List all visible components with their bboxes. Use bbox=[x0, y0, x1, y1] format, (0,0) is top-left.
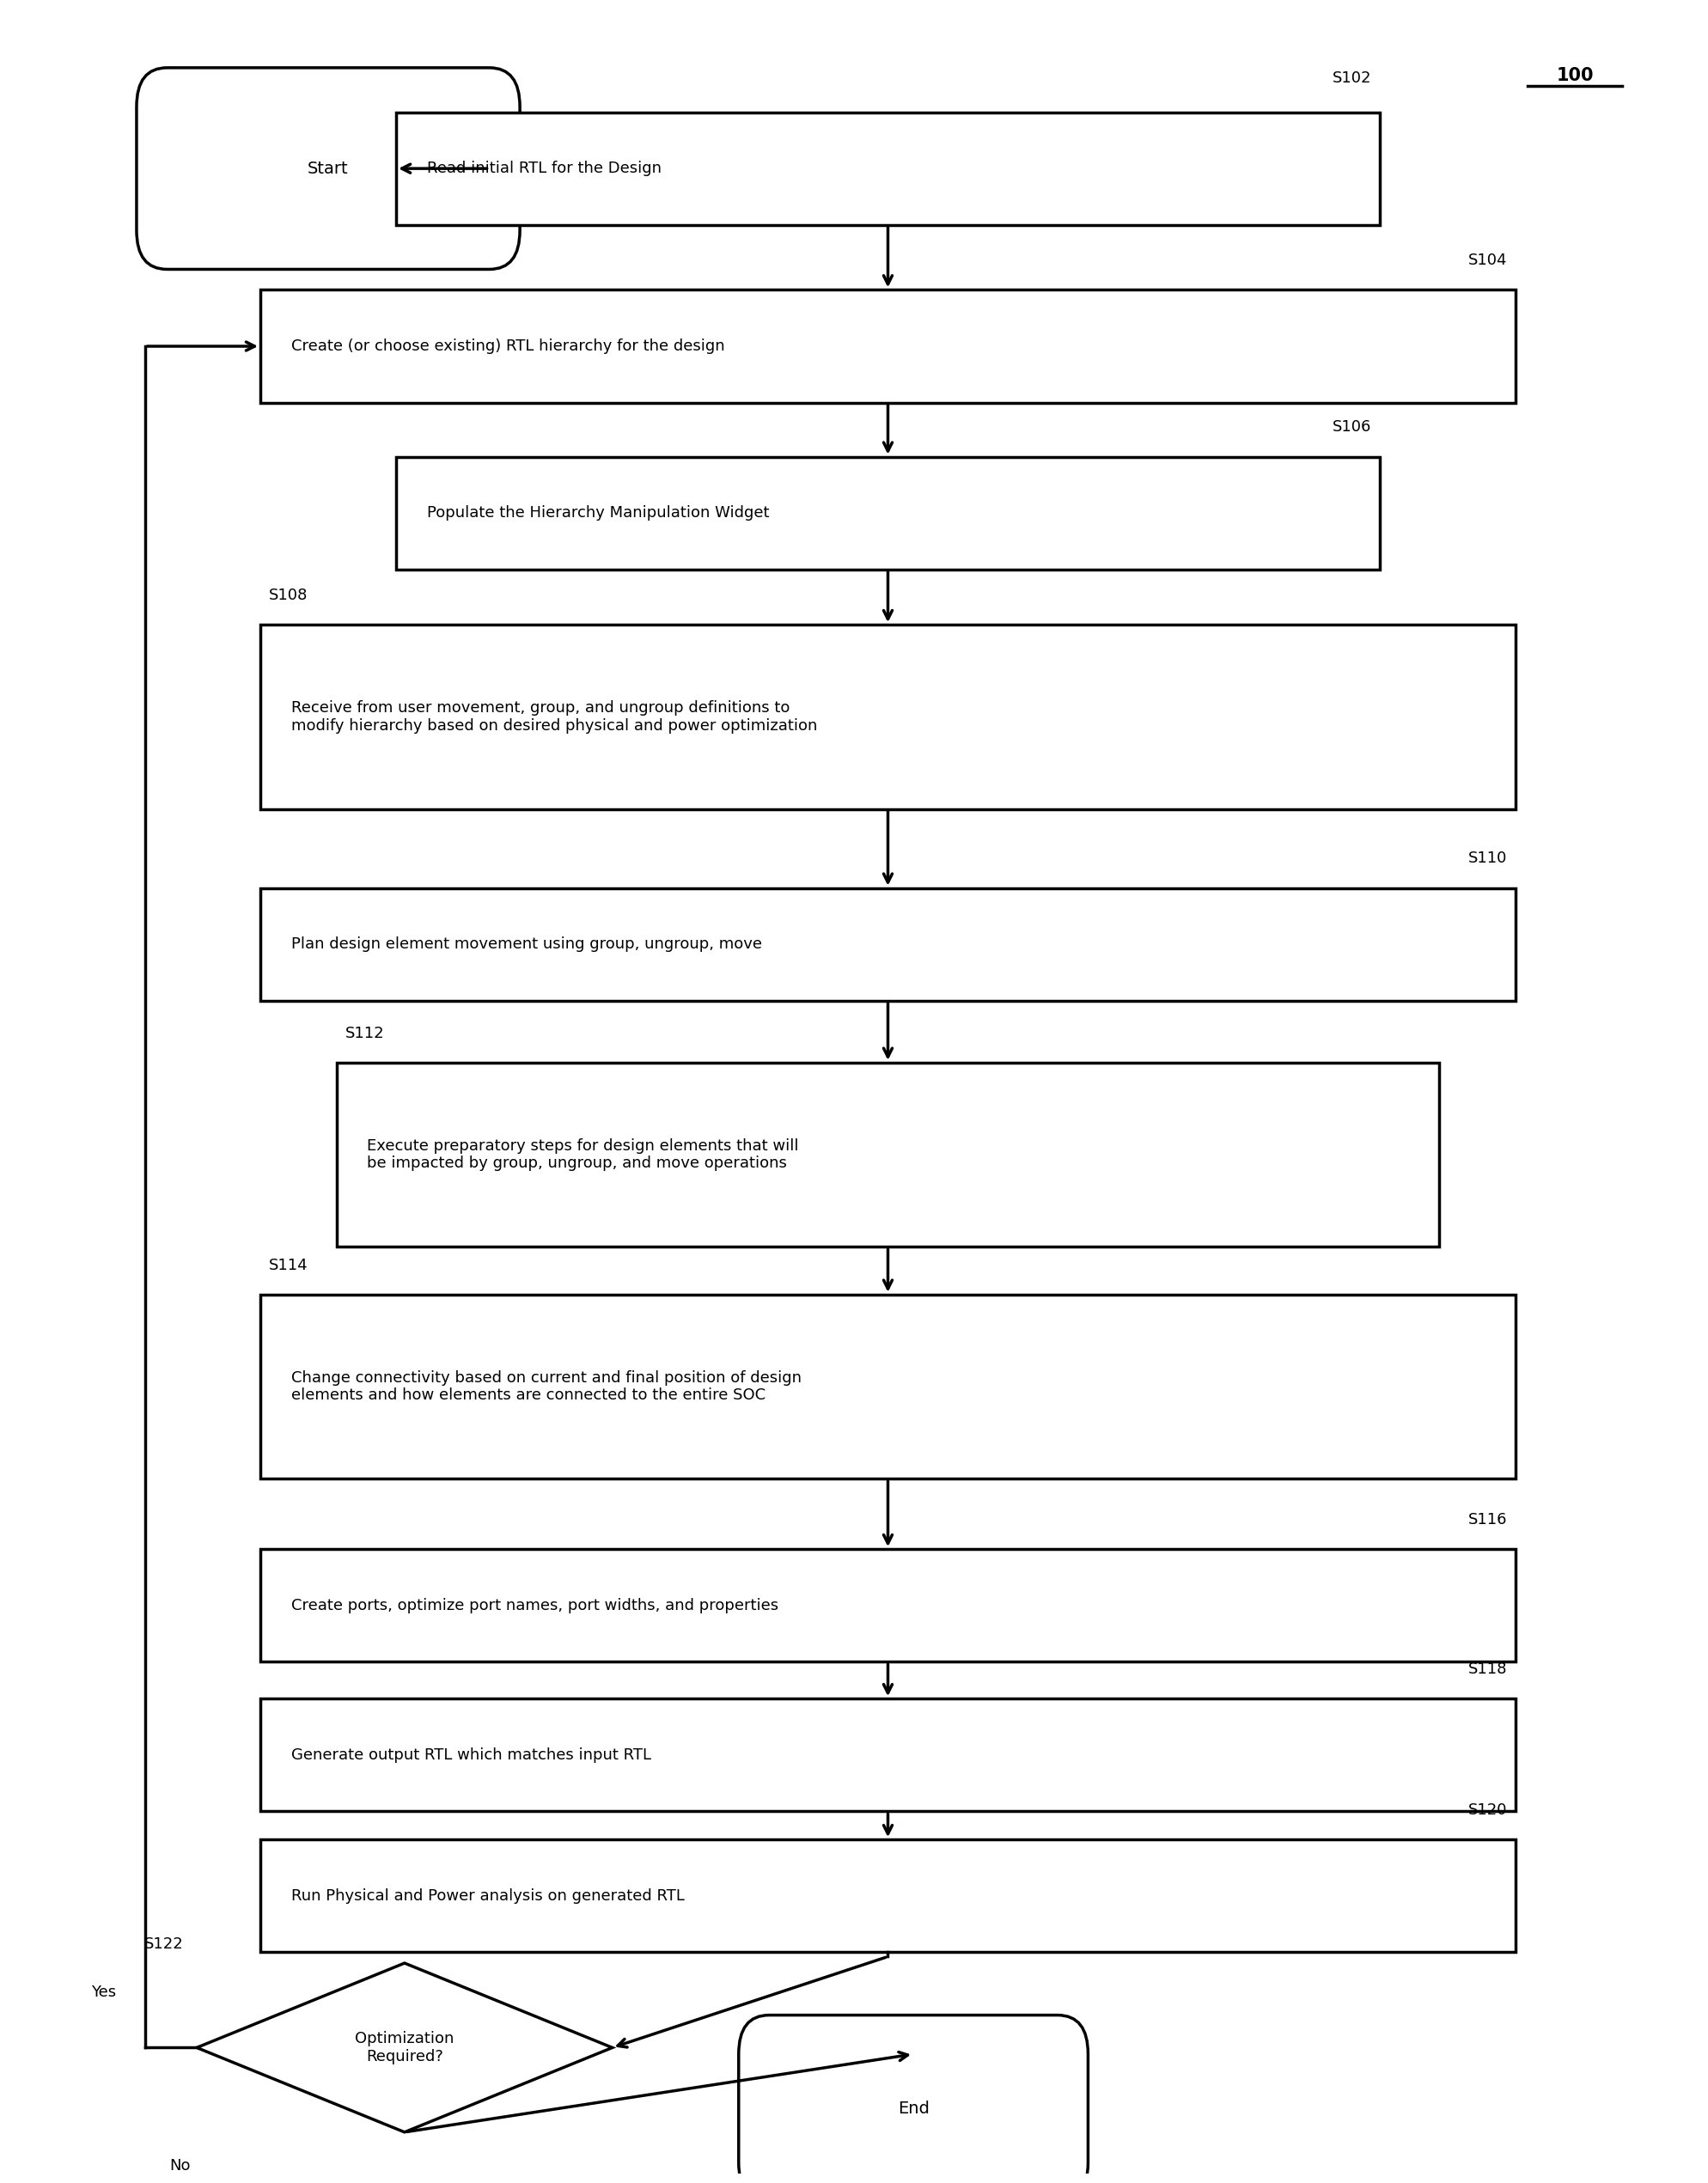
Text: Optimization
Required?: Optimization Required? bbox=[355, 2030, 454, 2065]
Text: Change connectivity based on current and final position of design
elements and h: Change connectivity based on current and… bbox=[290, 1371, 801, 1404]
Text: S104: S104 bbox=[1467, 253, 1506, 269]
Text: No: No bbox=[169, 2159, 190, 2174]
Text: Generate output RTL which matches input RTL: Generate output RTL which matches input … bbox=[290, 1746, 651, 1762]
Text: Create ports, optimize port names, port widths, and properties: Create ports, optimize port names, port … bbox=[290, 1598, 779, 1613]
Bar bbox=[260, 1295, 1515, 1478]
Bar bbox=[260, 1840, 1515, 1952]
FancyBboxPatch shape bbox=[738, 2015, 1088, 2183]
Bar bbox=[396, 456, 1380, 570]
Text: 100: 100 bbox=[1556, 68, 1594, 83]
Bar bbox=[396, 111, 1380, 225]
Bar bbox=[260, 1550, 1515, 1661]
Text: Yes: Yes bbox=[91, 1984, 116, 2000]
Text: S118: S118 bbox=[1467, 1661, 1506, 1677]
Bar bbox=[260, 624, 1515, 810]
Text: S114: S114 bbox=[268, 1257, 307, 1273]
Bar bbox=[260, 888, 1515, 1000]
Text: Populate the Hierarchy Manipulation Widget: Populate the Hierarchy Manipulation Widg… bbox=[427, 506, 769, 522]
Text: Run Physical and Power analysis on generated RTL: Run Physical and Power analysis on gener… bbox=[290, 1888, 685, 1904]
Text: S112: S112 bbox=[345, 1026, 384, 1041]
Polygon shape bbox=[196, 1963, 611, 2133]
Text: Create (or choose existing) RTL hierarchy for the design: Create (or choose existing) RTL hierarch… bbox=[290, 338, 724, 354]
Text: S120: S120 bbox=[1467, 1803, 1506, 1818]
FancyBboxPatch shape bbox=[137, 68, 519, 269]
Text: End: End bbox=[897, 2100, 929, 2118]
Bar bbox=[260, 1698, 1515, 1812]
Text: S102: S102 bbox=[1332, 70, 1372, 85]
Text: S108: S108 bbox=[268, 587, 307, 603]
Text: S110: S110 bbox=[1467, 851, 1506, 867]
Text: Read initial RTL for the Design: Read initial RTL for the Design bbox=[427, 162, 661, 177]
Bar bbox=[260, 290, 1515, 402]
Text: Execute preparatory steps for design elements that will
be impacted by group, un: Execute preparatory steps for design ele… bbox=[367, 1137, 799, 1172]
Text: S106: S106 bbox=[1332, 419, 1372, 434]
Text: Start: Start bbox=[307, 159, 348, 177]
Text: Receive from user movement, group, and ungroup definitions to
modify hierarchy b: Receive from user movement, group, and u… bbox=[290, 701, 816, 733]
Text: S116: S116 bbox=[1467, 1513, 1506, 1528]
Text: Plan design element movement using group, ungroup, move: Plan design element movement using group… bbox=[290, 937, 762, 952]
Text: S122: S122 bbox=[143, 1936, 183, 1952]
Bar bbox=[336, 1063, 1440, 1246]
